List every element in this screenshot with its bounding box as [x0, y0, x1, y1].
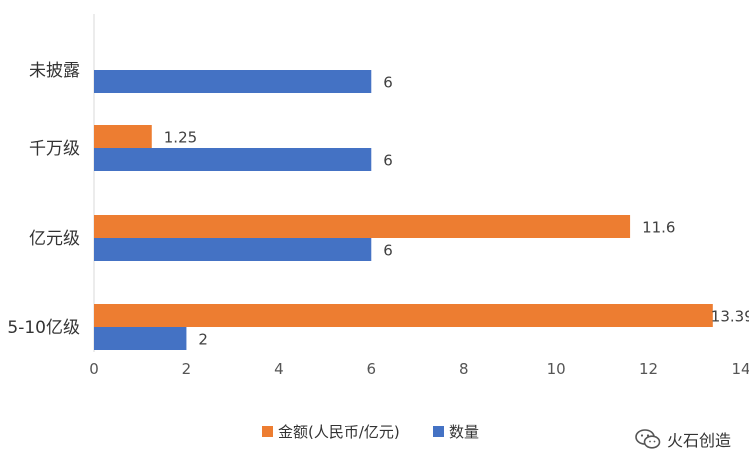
watermark-text: 火石创造 [666, 431, 731, 450]
bar [94, 70, 372, 93]
x-tick-label: 2 [182, 360, 192, 378]
category-label: 未披露 [29, 61, 80, 81]
data-label: 6 [383, 152, 393, 170]
x-tick-label: 12 [639, 360, 658, 378]
category-label: 千万级 [29, 139, 80, 159]
x-tick-label: 10 [547, 360, 566, 378]
bar [94, 238, 372, 261]
x-tick-label: 0 [89, 360, 99, 378]
x-tick-label: 6 [367, 360, 377, 378]
bar [94, 148, 372, 171]
x-tick-label: 4 [274, 360, 284, 378]
bar [94, 304, 713, 327]
category-label: 5-10亿级 [7, 318, 80, 338]
legend-label: 金额(人民币/亿元) [278, 423, 400, 441]
wechat-icon [635, 429, 661, 449]
data-label: 6 [383, 242, 393, 260]
data-label: 13.39 [711, 308, 749, 326]
bar [94, 125, 152, 148]
watermark: 火石创造 [635, 427, 731, 451]
legend-swatch [433, 426, 444, 437]
data-label: 1.25 [164, 129, 197, 147]
category-label: 亿元级 [29, 229, 80, 249]
x-tick-label: 14 [731, 360, 749, 378]
x-tick-label: 8 [459, 360, 469, 378]
bar [94, 215, 631, 238]
legend-swatch [262, 426, 273, 437]
data-label: 2 [198, 331, 208, 349]
bar [94, 327, 187, 350]
data-label: 6 [383, 74, 393, 92]
legend-label: 数量 [449, 423, 479, 441]
data-label: 11.6 [642, 219, 675, 237]
